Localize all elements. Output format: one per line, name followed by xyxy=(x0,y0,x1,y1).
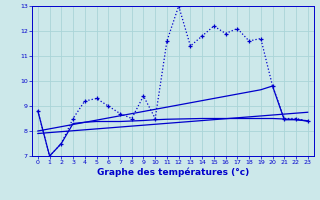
X-axis label: Graphe des températures (°c): Graphe des températures (°c) xyxy=(97,168,249,177)
